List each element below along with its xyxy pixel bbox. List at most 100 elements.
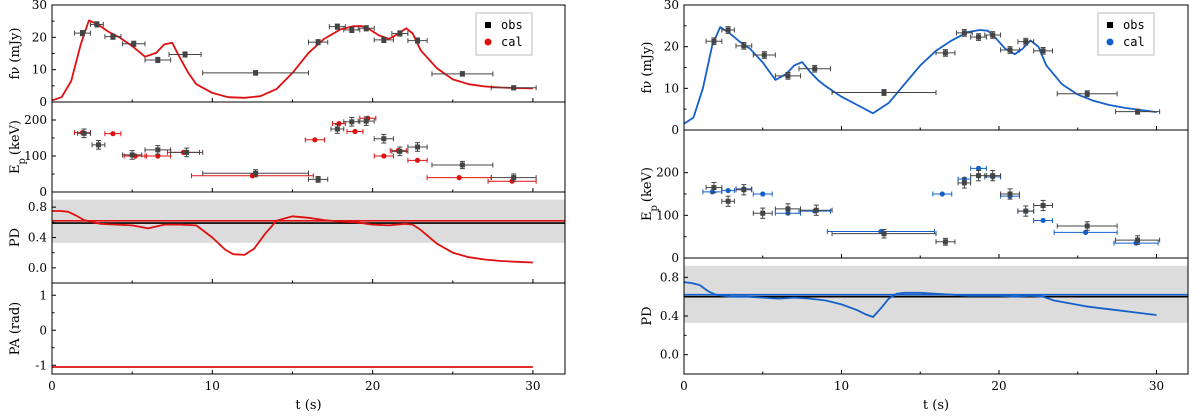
obs-marker — [459, 162, 465, 168]
y-tick-label: 0 — [671, 251, 679, 265]
obs-point — [984, 31, 1002, 39]
obs-marker — [942, 50, 948, 56]
obs-point — [391, 146, 409, 157]
obs-marker — [812, 66, 818, 72]
obs-point — [1000, 46, 1020, 54]
obs-marker — [1135, 109, 1141, 115]
obs-point — [77, 128, 91, 139]
y-axis-label-part: p — [649, 205, 660, 211]
obs-point — [1056, 221, 1118, 231]
y-tick-label: 20 — [664, 40, 679, 54]
obs-point — [391, 30, 409, 37]
y-axis-label-pa: PA (rad) — [8, 302, 23, 356]
obs-point — [705, 181, 723, 194]
obs-marker — [961, 180, 967, 186]
obs-point — [735, 42, 753, 50]
cal-point — [104, 131, 122, 137]
obs-marker — [253, 70, 259, 76]
obs-point — [357, 116, 375, 126]
panel-frame-pa — [51, 282, 566, 375]
x-axis-label: t (s) — [923, 398, 949, 413]
cal-point — [332, 121, 346, 127]
obs-marker — [381, 136, 387, 142]
x-tick-label: 20 — [991, 379, 1006, 393]
obs-point — [831, 89, 937, 96]
y-tick-label: 0 — [39, 185, 47, 199]
plot-area-flux — [684, 26, 1161, 125]
cal-marker — [725, 187, 731, 194]
legend: obs cal — [1097, 12, 1155, 56]
legend-cal-marker — [1106, 38, 1114, 46]
y-axis-label-pd: PD — [8, 228, 23, 247]
obs-point — [343, 26, 361, 33]
y-tick-label: 20 — [32, 30, 47, 44]
obs-marker — [1023, 208, 1029, 214]
y-tick-label: 200 — [656, 166, 679, 180]
obs-point — [490, 173, 537, 182]
obs-point — [935, 237, 956, 246]
y-tick-label: 30 — [664, 0, 679, 12]
obs-point — [1017, 205, 1035, 217]
x-tick-label: 10 — [834, 379, 849, 393]
cal-marker — [939, 191, 945, 197]
y-axis-label-ep: Ep (keV) — [640, 167, 660, 221]
obs-point — [202, 70, 309, 76]
y-tick-label: 0.8 — [28, 200, 47, 214]
obs-marker — [1040, 48, 1046, 54]
obs-marker — [976, 173, 982, 179]
obs-point — [798, 64, 831, 73]
cal-marker — [1083, 229, 1089, 235]
obs-marker — [1023, 39, 1029, 45]
cal-marker — [414, 157, 421, 163]
plot-area-pd — [52, 199, 565, 264]
y-tick-label: 200 — [24, 113, 47, 127]
y-tick-label: 1 — [39, 288, 47, 302]
cal-marker — [312, 137, 318, 143]
cal-marker — [381, 153, 387, 159]
x-tick-label: 0 — [680, 379, 688, 393]
obs-point — [431, 71, 494, 77]
obs-marker — [976, 34, 982, 40]
panel-pd: 0.0 0.4 0.8 PD — [640, 257, 1189, 375]
obs-marker — [110, 34, 116, 40]
cal-point — [346, 128, 364, 135]
obs-marker — [397, 148, 403, 154]
obs-marker — [1007, 47, 1013, 53]
plot-area-ep — [73, 115, 537, 184]
obs-point — [984, 170, 1002, 182]
obs-point — [343, 116, 361, 127]
obs-marker — [760, 210, 766, 216]
cal-point — [373, 153, 394, 159]
plot-area-ep — [702, 165, 1161, 246]
x-axis-label: t (s) — [295, 398, 321, 413]
obs-point — [104, 33, 122, 40]
obs-point — [373, 36, 394, 44]
obs-point — [373, 133, 394, 144]
y-tick-label: 0 — [39, 323, 47, 337]
obs-point — [721, 195, 735, 207]
cal-point — [304, 137, 326, 143]
panel-ep: 0 100 200 Ep (keV) — [640, 129, 1189, 265]
obs-marker — [184, 149, 190, 155]
cal-marker — [760, 191, 766, 197]
obs-marker — [1135, 237, 1141, 243]
obs-marker — [79, 30, 85, 36]
obs-point — [1000, 188, 1020, 200]
obs-marker — [741, 43, 747, 49]
y-tick-label: 0 — [671, 123, 679, 137]
obs-marker — [1007, 191, 1013, 197]
legend-obs-marker — [485, 22, 491, 28]
cal-marker — [352, 128, 358, 135]
obs-marker — [785, 73, 791, 79]
cal-marker — [110, 131, 116, 137]
obs-point — [202, 169, 309, 178]
obs-marker — [155, 147, 161, 153]
obs-point — [431, 160, 494, 170]
legend: obs cal — [475, 12, 533, 56]
cal-point — [407, 157, 428, 163]
obs-point — [490, 85, 537, 91]
obs-marker — [881, 231, 887, 237]
y-axis-label-part: (keV) — [8, 120, 23, 155]
y-tick-label: 0.4 — [28, 231, 47, 245]
